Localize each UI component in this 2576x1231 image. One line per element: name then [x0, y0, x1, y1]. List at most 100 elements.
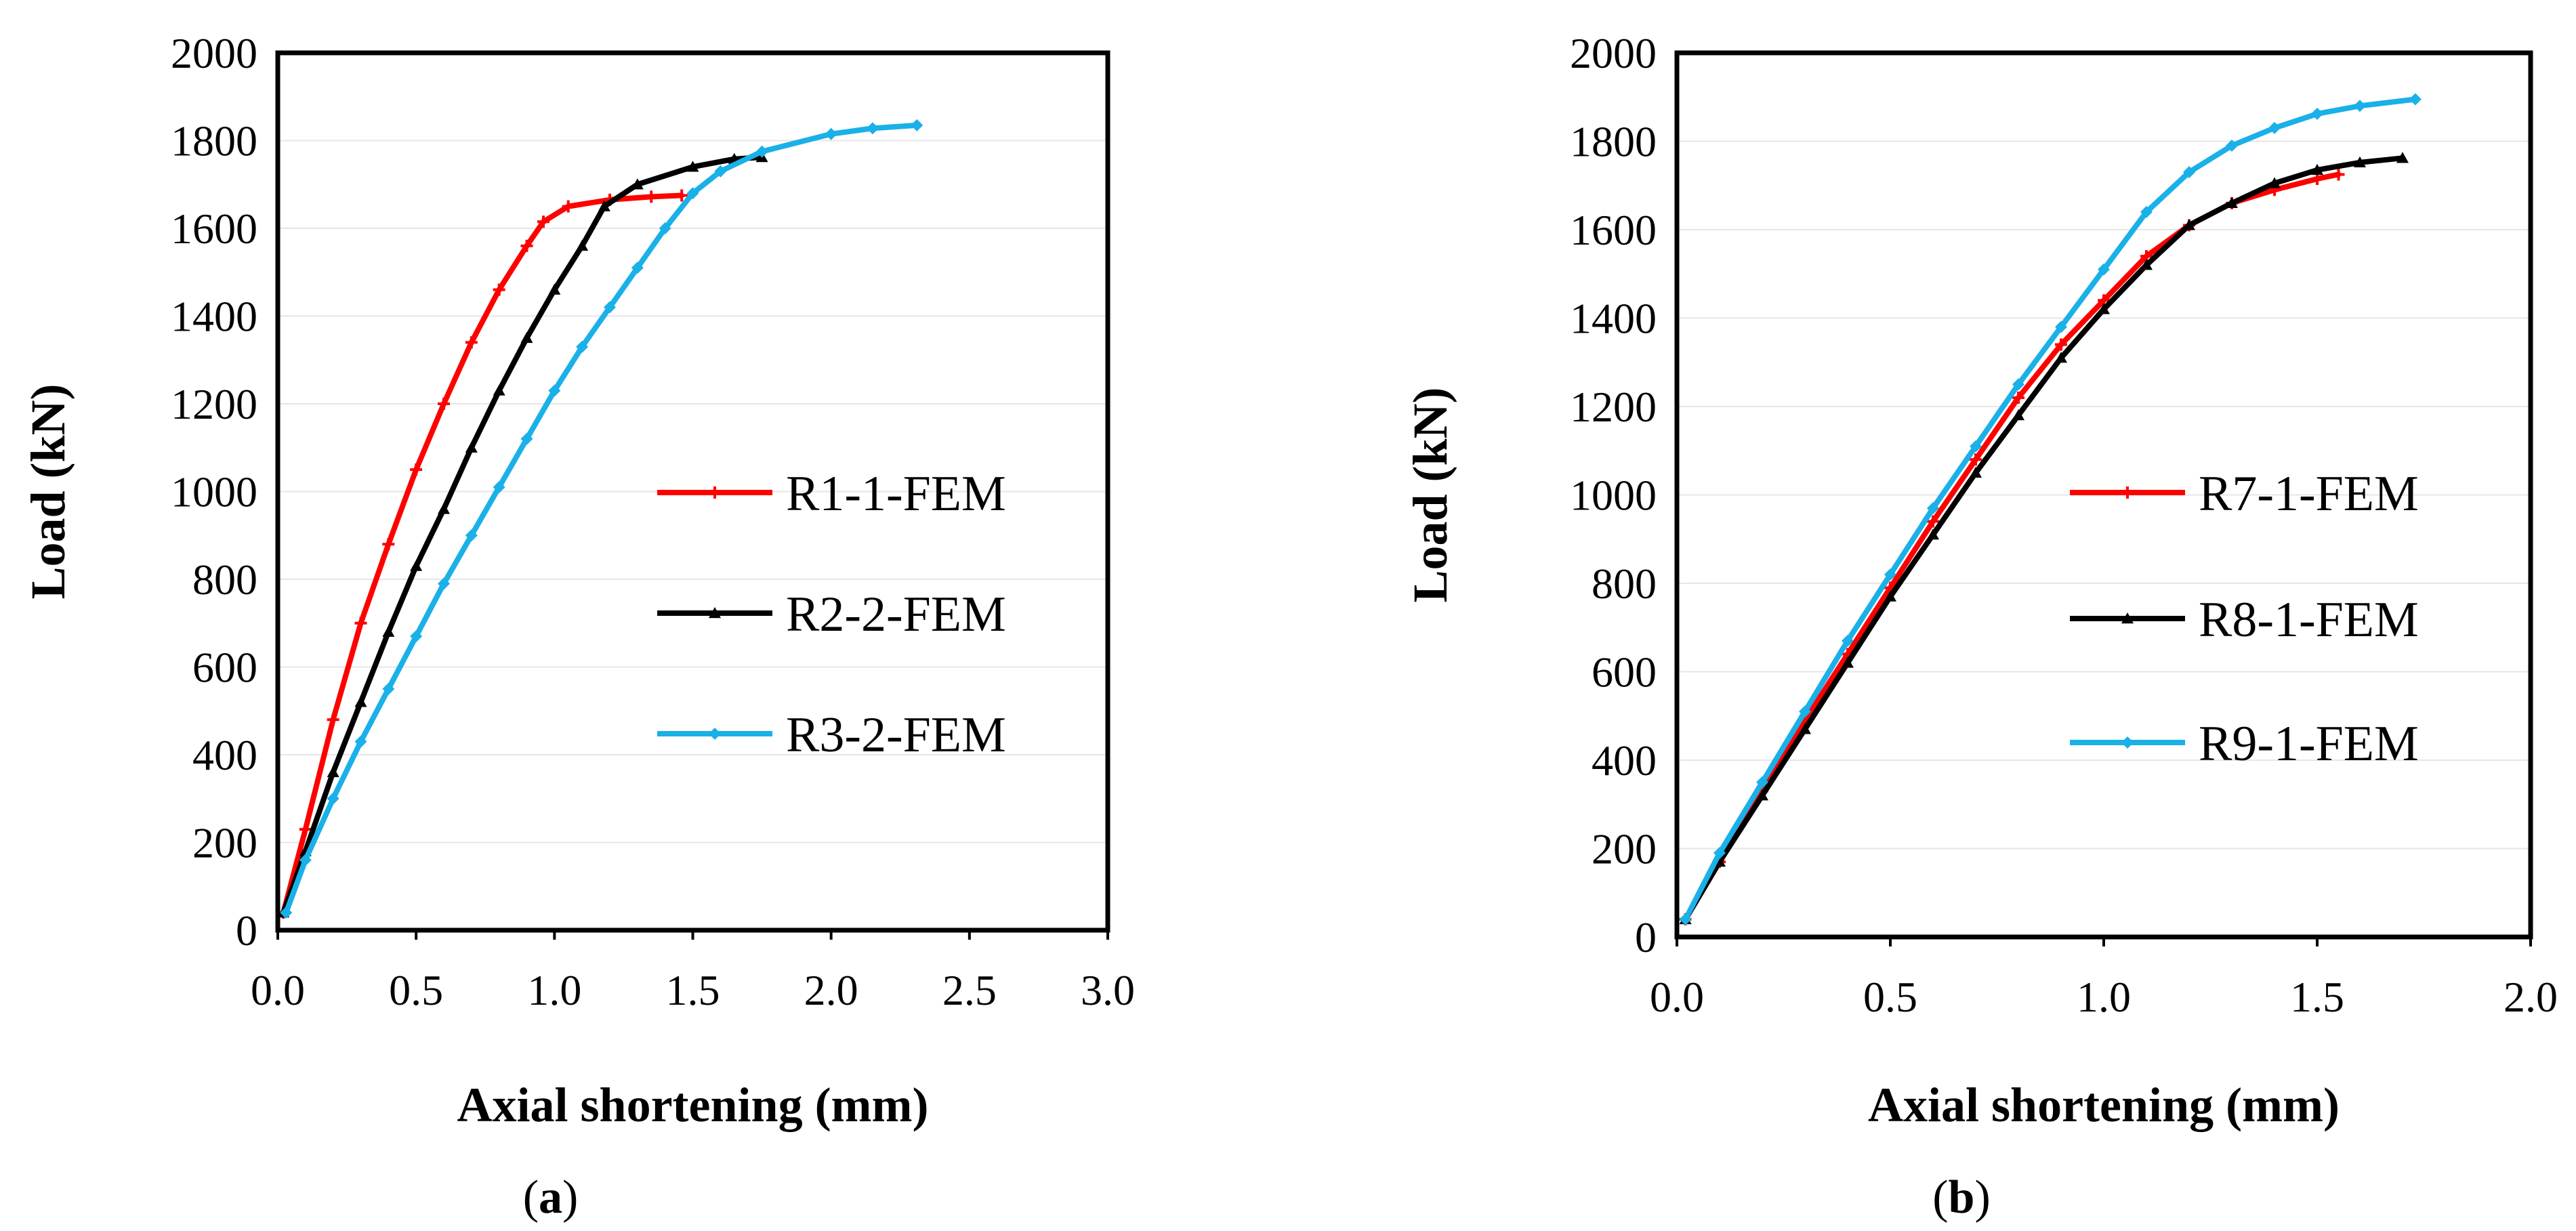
x-tick-label: 0.5 [1863, 973, 1917, 1021]
data-point [2012, 378, 2024, 391]
data-point [537, 215, 549, 228]
data-point [2409, 93, 2422, 106]
data-point [465, 441, 478, 453]
x-tick-label: 2.5 [942, 966, 997, 1014]
data-point [382, 625, 395, 637]
y-tick-label: 600 [1592, 648, 1657, 696]
data-point [631, 262, 644, 274]
y-axis-title: Load (kN) [21, 383, 75, 599]
data-point [2396, 152, 2409, 163]
legend-marker [709, 486, 721, 499]
x-tick-label: 2.0 [2504, 973, 2558, 1021]
data-point [598, 200, 610, 211]
y-tick-label: 2000 [1570, 29, 1657, 77]
data-point [2012, 409, 2024, 421]
x-axis-title: Axial shortening (mm) [1868, 1078, 2340, 1132]
data-point [676, 189, 688, 202]
y-tick-label: 1600 [171, 205, 257, 253]
data-point [2311, 163, 2323, 175]
data-point [410, 463, 423, 476]
panel-label-letter: b [1949, 1171, 1975, 1224]
legend-label: R3-2-FEM [786, 707, 1006, 763]
data-point [438, 503, 450, 514]
data-point [1927, 515, 1939, 528]
data-point [1884, 590, 1896, 602]
series-line-r9-1-fem [1682, 96, 2418, 922]
legend-label: R7-1-FEM [2199, 466, 2419, 522]
y-tick-label: 1200 [171, 380, 257, 428]
data-point [2226, 140, 2238, 152]
data-point [686, 161, 699, 172]
data-point [1756, 776, 1768, 789]
data-point [548, 384, 561, 397]
data-point [2354, 156, 2366, 168]
y-tick-label: 0 [236, 906, 257, 955]
y-tick-label: 1600 [1570, 206, 1657, 254]
legend-marker [709, 728, 721, 740]
data-point [327, 713, 339, 726]
data-point [631, 178, 644, 190]
legend-label: R2-2-FEM [786, 587, 1006, 642]
x-tick-label: 1.5 [2290, 973, 2344, 1021]
data-point [2183, 219, 2195, 230]
data-point [354, 617, 367, 629]
data-point [2311, 108, 2323, 121]
y-tick-label: 400 [192, 731, 257, 779]
data-point [280, 906, 293, 919]
y-tick-label: 1000 [1570, 472, 1657, 520]
data-point [2183, 166, 2195, 179]
legend-marker [2121, 486, 2134, 499]
data-point [2354, 100, 2366, 112]
y-tick-label: 1800 [1570, 118, 1657, 166]
y-tick-label: 200 [1592, 825, 1657, 873]
panel-label: (b) [1932, 1171, 1991, 1224]
y-tick-label: 2000 [171, 29, 257, 77]
legend-marker [2121, 612, 2134, 624]
x-tick-label: 0.5 [389, 966, 443, 1014]
data-point [1970, 466, 1982, 478]
data-point [714, 165, 727, 178]
x-tick-label: 2.0 [804, 966, 858, 1014]
data-point [2055, 338, 2067, 351]
legend-marker [2121, 736, 2134, 749]
data-point [562, 200, 575, 213]
data-point [576, 239, 589, 251]
data-point [1970, 440, 1982, 453]
series-layer [1679, 93, 2422, 925]
x-axis-title: Axial shortening (mm) [457, 1078, 929, 1132]
data-point [382, 538, 395, 551]
legend: R1-1-FEM R2-2-FEM R3-2-FEM [657, 466, 1006, 763]
data-point [354, 696, 367, 707]
data-point [2268, 177, 2281, 188]
data-point [493, 481, 505, 494]
data-point [410, 560, 423, 571]
y-tick-label: 1800 [171, 117, 257, 165]
data-point [2012, 391, 2024, 404]
legend-label: R8-1-FEM [2199, 592, 2419, 648]
data-point [327, 792, 339, 805]
legend-label: R9-1-FEM [2199, 716, 2419, 772]
chart-panel-a: 0 200 400 600 800 1000 1200 1400 1600 1800 2000 0.0… [21, 29, 1135, 1224]
x-tick-label: 1.0 [2077, 973, 2131, 1021]
y-tick-label: 0 [1635, 913, 1657, 961]
data-point [1842, 656, 1854, 668]
data-point [2226, 196, 2238, 209]
y-tick-label: 1400 [1570, 295, 1657, 343]
data-point [1927, 528, 1939, 540]
data-point [493, 283, 505, 296]
data-point [465, 336, 478, 349]
x-tick-label: 0.0 [1650, 973, 1704, 1021]
tick-labels: 0 200 400 600 800 1000 1200 1400 1600 1800 2000 0.0… [171, 29, 1135, 1014]
data-point [493, 384, 505, 396]
legend-label: R1-1-FEM [786, 466, 1006, 522]
data-point [686, 187, 699, 200]
y-tick-label: 1200 [1570, 383, 1657, 431]
panel-label-letter: a [539, 1171, 562, 1224]
x-tick-label: 3.0 [1081, 966, 1135, 1014]
panel-label: (a) [523, 1171, 579, 1224]
data-point [1799, 705, 1811, 718]
data-point [410, 630, 423, 643]
data-point [576, 340, 589, 353]
data-point [911, 119, 923, 131]
data-point [2140, 205, 2153, 218]
